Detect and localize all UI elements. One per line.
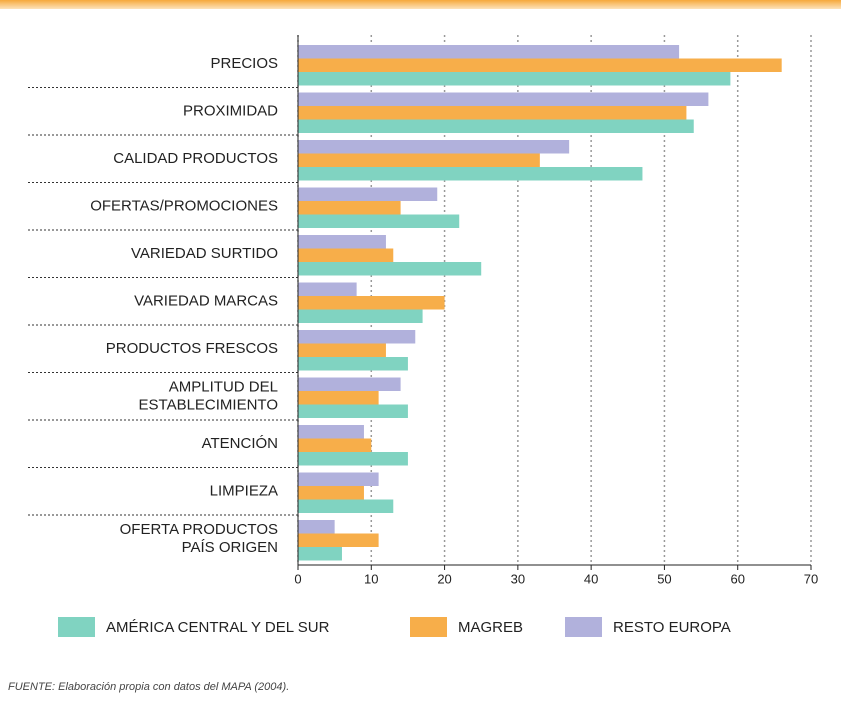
x-tick-label: 50 (657, 571, 671, 586)
x-tick-label: 70 (804, 571, 818, 586)
bar (298, 438, 372, 452)
bar (298, 330, 416, 344)
bar (298, 262, 482, 276)
legend-swatch (58, 617, 95, 637)
category-label: CALIDAD PRODUCTOS (113, 150, 278, 167)
category-label-line: ESTABLECIMIENTO (139, 396, 278, 413)
category-label: PRECIOS (210, 55, 278, 72)
bar (298, 106, 687, 120)
bar (298, 201, 401, 215)
bar (298, 377, 401, 391)
bar (298, 472, 379, 486)
bar (298, 235, 386, 249)
legend-swatch (565, 617, 602, 637)
bar (298, 533, 379, 547)
x-tick-label: 0 (294, 571, 301, 586)
x-tick-label: 30 (511, 571, 525, 586)
x-tick-label: 10 (364, 571, 378, 586)
bar (298, 499, 394, 513)
category-label-line: PROXIMIDAD (183, 102, 278, 119)
category-label-line: PRODUCTOS FRESCOS (106, 340, 278, 357)
bar (298, 391, 379, 405)
category-label: OFERTAS/PROMOCIONES (90, 197, 278, 214)
legend-label: MAGREB (458, 619, 523, 636)
bar (298, 357, 408, 371)
bar (298, 452, 408, 466)
bar (298, 309, 423, 323)
category-label: VARIEDAD MARCAS (134, 292, 278, 309)
source-note: FUENTE: Elaboración propia con datos del… (8, 681, 289, 693)
category-label: LIMPIEZA (210, 482, 278, 499)
category-label: ATENCIÓN (202, 435, 278, 452)
category-label-line: VARIEDAD MARCAS (134, 292, 278, 309)
legend-label: AMÉRICA CENTRAL Y DEL SUR (106, 619, 330, 636)
bar (298, 92, 709, 106)
category-label-line: CALIDAD PRODUCTOS (113, 150, 278, 167)
bar (298, 140, 570, 154)
bar (298, 520, 335, 534)
category-label-line: PAÍS ORIGEN (182, 539, 278, 556)
bar (298, 187, 438, 201)
bar (298, 214, 460, 228)
bar (298, 45, 680, 59)
category-label: VARIEDAD SURTIDO (131, 245, 278, 262)
bar (298, 404, 408, 418)
bar (298, 282, 357, 296)
category-label: PRODUCTOS FRESCOS (106, 340, 278, 357)
category-label-line: PRECIOS (210, 55, 278, 72)
header-band (0, 0, 841, 9)
category-label-line: OFERTAS/PROMOCIONES (90, 197, 278, 214)
bar (298, 153, 540, 167)
x-tick-label: 40 (584, 571, 598, 586)
bar (298, 343, 386, 357)
category-label-line: ATENCIÓN (202, 435, 278, 452)
bar (298, 248, 394, 262)
legend-swatch (410, 617, 447, 637)
bar (298, 167, 643, 181)
bar (298, 486, 364, 500)
x-tick-label: 60 (730, 571, 744, 586)
category-label-line: OFERTA PRODUCTOS (120, 521, 278, 538)
bar (298, 425, 364, 439)
bar (298, 547, 342, 561)
bar (298, 72, 731, 86)
category-label: OFERTA PRODUCTOS PAÍS ORIGEN (120, 521, 278, 556)
bar (298, 119, 694, 133)
category-label: AMPLITUD DEL ESTABLECIMIENTO (139, 378, 278, 413)
bar (298, 58, 782, 72)
category-label-line: AMPLITUD DEL (169, 378, 278, 395)
category-label-line: VARIEDAD SURTIDO (131, 245, 278, 262)
bar (298, 296, 445, 310)
category-label-line: LIMPIEZA (210, 482, 278, 499)
legend-label: RESTO EUROPA (613, 619, 731, 636)
category-label: PROXIMIDAD (183, 102, 278, 119)
x-tick-label: 20 (437, 571, 451, 586)
